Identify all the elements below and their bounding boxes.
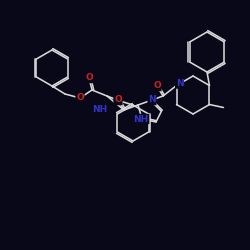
Text: O: O xyxy=(85,74,93,82)
Text: N: N xyxy=(176,79,183,88)
Text: NH: NH xyxy=(92,104,108,114)
Text: O: O xyxy=(153,82,161,90)
Text: N: N xyxy=(148,96,156,104)
Text: O: O xyxy=(76,94,84,102)
Text: O: O xyxy=(114,96,122,104)
Text: NH: NH xyxy=(134,114,148,124)
